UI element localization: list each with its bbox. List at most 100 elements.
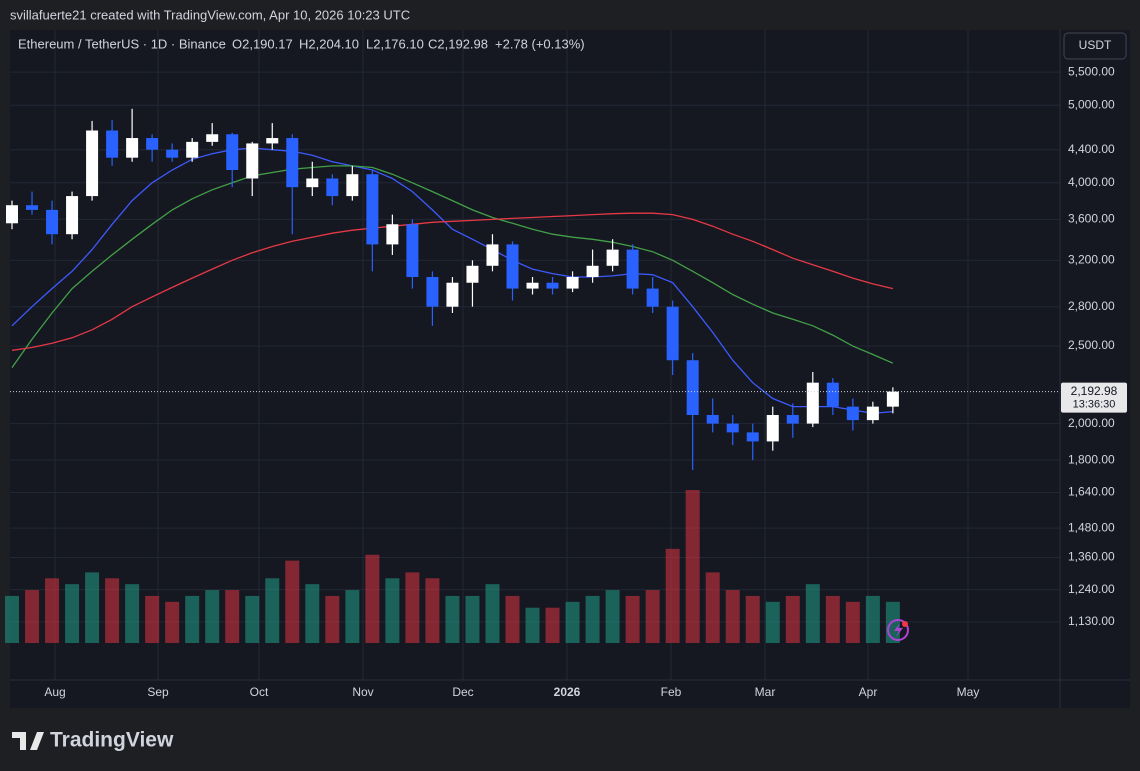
- y-tick-label: 2,000.00: [1068, 416, 1115, 430]
- volume-bar: [265, 578, 280, 643]
- countdown: 13:36:30: [1073, 398, 1116, 410]
- volume-bar: [805, 584, 820, 643]
- alert-bolt[interactable]: [894, 623, 903, 637]
- y-tick-label: 1,130.00: [1068, 614, 1115, 628]
- currency[interactable]: USDT: [1079, 38, 1112, 52]
- volume-bar: [465, 595, 480, 643]
- volume-bar: [485, 584, 500, 643]
- volume-bar: [405, 572, 420, 643]
- y-tick-label: 5,000.00: [1068, 97, 1115, 111]
- volume-bar: [705, 572, 720, 643]
- y-tick-label: 1,240.00: [1068, 582, 1115, 596]
- y-tick-label: 4,400.00: [1068, 142, 1115, 156]
- candle-body: [126, 138, 139, 158]
- candle-body: [466, 265, 479, 283]
- candle-body: [446, 282, 459, 307]
- volume-bar: [225, 590, 240, 643]
- ohlc-high: H2,204.10: [299, 36, 359, 51]
- volume-bar: [785, 595, 800, 643]
- volume-bar: [585, 595, 600, 643]
- logo-mark: [12, 732, 44, 750]
- candle-body: [646, 288, 659, 307]
- volume-bar: [345, 590, 360, 643]
- x-tick-label: Oct: [250, 685, 269, 699]
- candle-body: [506, 244, 519, 289]
- candle-body: [406, 224, 419, 277]
- y-tick-label: 1,480.00: [1068, 520, 1115, 534]
- volume-bar: [505, 595, 520, 643]
- symbol: Ethereum / TetherUS · 1D · Binance: [18, 36, 226, 51]
- header-legend: Ethereum / TetherUS · 1D · Binance O2,19…: [18, 36, 585, 51]
- ohlc-low: L2,176.10: [366, 36, 424, 51]
- x-tick-label: 2026: [554, 685, 581, 699]
- candle-body: [726, 423, 739, 433]
- candle-body: [666, 306, 679, 361]
- volume-bar: [605, 590, 620, 643]
- volume-bar: [765, 601, 780, 643]
- volume-bar: [205, 590, 220, 643]
- volume-bar: [25, 590, 40, 643]
- candle-body: [86, 130, 99, 197]
- candle-body: [526, 282, 539, 289]
- volume-bar: [125, 584, 140, 643]
- x-tick-label: Aug: [44, 685, 65, 699]
- volume-bar: [385, 578, 400, 643]
- volume-bar: [165, 601, 180, 643]
- credit: svillafuerte21 created with TradingView.…: [10, 7, 410, 22]
- candle-body: [166, 149, 179, 158]
- x-tick-label: Apr: [859, 685, 878, 699]
- candle-body: [566, 276, 579, 289]
- candle-body: [546, 282, 559, 289]
- y-tick-label: 2,500.00: [1068, 338, 1115, 352]
- candle-body: [426, 276, 439, 307]
- volume-bar: [725, 590, 740, 643]
- x-tick-label: Dec: [452, 685, 473, 699]
- candle-body: [866, 406, 879, 421]
- y-tick-label: 3,200.00: [1068, 252, 1115, 266]
- candle-body: [626, 249, 639, 289]
- moving-average: [11, 212, 894, 351]
- candle-body: [886, 391, 899, 407]
- x-tick-label: Nov: [352, 685, 373, 699]
- candle-body: [766, 415, 779, 442]
- volume-bar: [285, 560, 300, 643]
- moving-average: [11, 147, 893, 414]
- candle-body: [826, 382, 839, 407]
- volume-bar: [625, 595, 640, 643]
- volume-bar: [365, 554, 380, 643]
- volume-bar: [185, 595, 200, 643]
- plot: [5, 30, 1060, 680]
- y-tick-label: 1,800.00: [1068, 452, 1115, 466]
- candle-body: [606, 249, 619, 266]
- candle-body: [186, 141, 199, 158]
- y-tick-label: 5,500.00: [1068, 64, 1115, 78]
- volume-bar: [65, 584, 80, 643]
- candle-body: [846, 406, 859, 421]
- volume-bar: [445, 595, 460, 643]
- candle-body: [206, 134, 219, 142]
- currency-button[interactable]: [1063, 32, 1127, 60]
- volume-bar: [865, 595, 880, 643]
- volume-bar: [745, 595, 760, 643]
- candle-body: [686, 360, 699, 416]
- alert-icon[interactable]: [887, 619, 909, 641]
- x-tick-label: Feb: [661, 685, 682, 699]
- candle-body: [706, 415, 719, 424]
- candle-body: [326, 178, 339, 197]
- candle-body: [386, 224, 399, 245]
- volume-bar: [525, 607, 540, 643]
- moving-average: [11, 165, 894, 368]
- x-tick-label: May: [957, 685, 980, 699]
- volume-bar: [685, 490, 700, 643]
- y-tick-label: 1,360.00: [1068, 550, 1115, 564]
- volume-bar: [665, 548, 680, 643]
- alert-ring[interactable]: [887, 619, 909, 641]
- candle-body: [246, 143, 259, 179]
- y-tick-label: 2,800.00: [1068, 299, 1115, 313]
- candle-body: [226, 134, 239, 171]
- volume-bar: [645, 590, 660, 643]
- candle-body: [786, 415, 799, 424]
- volume-bar: [325, 595, 340, 643]
- candle-body: [346, 174, 359, 197]
- alert-dot[interactable]: [902, 621, 908, 627]
